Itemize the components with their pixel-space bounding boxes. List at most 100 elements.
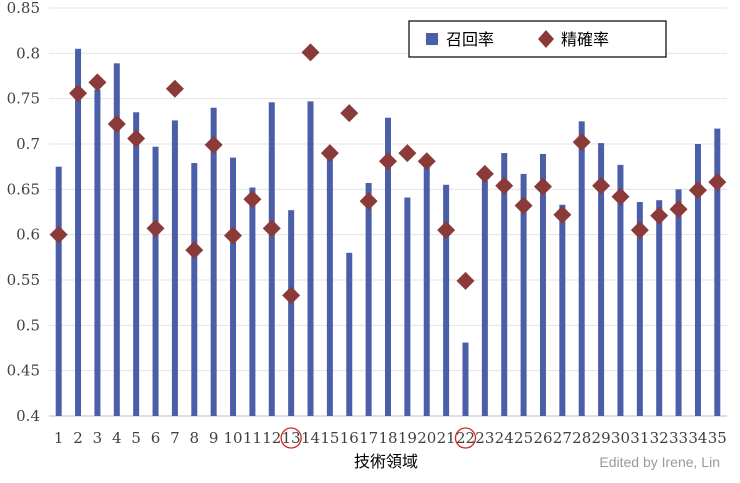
x-tick-label: 24 (495, 429, 514, 447)
legend: 召回率 精確率 (408, 20, 667, 58)
credit-text: Edited by Irene, Lin (599, 454, 720, 470)
recall-bar (481, 180, 488, 416)
y-tick-label: 0.75 (7, 90, 40, 108)
precision-marker (88, 73, 107, 92)
precision-marker (204, 135, 223, 154)
precision-marker (533, 177, 552, 196)
x-tick-label: 4 (112, 429, 122, 447)
recall-bar (462, 342, 469, 416)
precision-marker (708, 173, 727, 192)
recall-bar (55, 166, 62, 416)
x-tick-label: 10 (223, 429, 242, 447)
legend-recall-swatch (426, 33, 438, 45)
recall-bar (714, 128, 721, 416)
precision-marker (437, 221, 456, 240)
recall-bar (694, 144, 701, 416)
legend-precision-label: 精確率 (561, 30, 609, 49)
recall-bar (210, 107, 217, 416)
x-tick-label: 30 (611, 429, 630, 447)
y-tick-label: 0.85 (7, 0, 40, 17)
precision-marker (185, 241, 204, 260)
precision-marker (107, 115, 126, 134)
precision-marker (49, 225, 68, 244)
x-tick-label: 1 (54, 429, 64, 447)
precision-marker (301, 43, 320, 62)
x-tick-label: 3 (93, 429, 103, 447)
precision-marker (282, 286, 301, 305)
x-axis-label: 技術領域 (354, 452, 418, 471)
x-tick-label: 28 (572, 429, 591, 447)
recall-bar (636, 202, 643, 416)
x-tick-label: 33 (669, 429, 688, 447)
x-tick-label: 23 (475, 429, 494, 447)
recall-bar (249, 187, 256, 416)
x-tick-label: 19 (398, 429, 417, 447)
x-tick-label: 31 (630, 429, 649, 447)
y-tick-label: 0.5 (16, 316, 40, 334)
legend-recall-label: 召回率 (446, 30, 494, 49)
recall-bar (520, 173, 527, 416)
precision-marker (553, 205, 572, 224)
x-tick-label: 22 (456, 429, 475, 447)
precision-marker (611, 187, 630, 206)
precision-markers (49, 43, 727, 305)
recall-bar (288, 210, 295, 416)
precision-marker (320, 144, 339, 163)
x-tick-label: 26 (533, 429, 552, 447)
x-tick-label: 5 (131, 429, 141, 447)
precision-marker (592, 176, 611, 195)
recall-bar (230, 157, 237, 416)
recall-bar (307, 101, 314, 417)
recall-bar (75, 48, 82, 417)
x-tick-labels: 1 2 3 4 5 6 7 8 9 10 11 12 13 14 15 16 17 18 19 20 21 22 23 24 2… (54, 429, 727, 447)
recall-bar (113, 63, 120, 416)
recall-bar (268, 102, 275, 416)
recall-bar (365, 182, 372, 416)
precision-marker (398, 144, 417, 163)
x-tick-label: 18 (378, 429, 397, 447)
x-tick-label: 35 (708, 429, 727, 447)
highlight-circle (454, 427, 477, 449)
recall-bar (152, 146, 159, 416)
precision-marker (417, 152, 436, 171)
recall-bar (675, 189, 682, 416)
precision-marker (243, 190, 262, 209)
precision-marker (572, 133, 591, 152)
x-tick-label: 21 (437, 429, 456, 447)
precision-marker (146, 219, 165, 238)
recall-bar (578, 121, 585, 416)
legend-precision-swatch (538, 30, 554, 48)
recall-bar (559, 204, 566, 416)
x-tick-label: 2 (73, 429, 83, 447)
precision-marker (495, 176, 514, 195)
x-tick-label: 16 (340, 429, 359, 447)
precision-marker (127, 129, 146, 148)
x-tick-label: 34 (688, 429, 707, 447)
y-tick-label: 0.6 (16, 226, 40, 244)
precision-marker (650, 206, 669, 225)
precision-marker (224, 226, 243, 245)
recall-bar (404, 197, 411, 416)
recall-bar (539, 153, 546, 416)
y-tick-label: 0.7 (16, 135, 40, 153)
x-tick-label: 14 (301, 429, 320, 447)
precision-marker (262, 219, 281, 238)
x-tick-label: 25 (514, 429, 533, 447)
recall-bar (385, 117, 391, 416)
precision-marker (669, 200, 688, 219)
precision-marker (165, 79, 184, 98)
recall-bar (346, 252, 353, 416)
precision-marker (69, 84, 88, 103)
precision-marker (379, 152, 397, 171)
x-tick-label: 17 (359, 429, 378, 447)
recall-bars (55, 48, 721, 417)
recall-bar (133, 112, 140, 417)
precision-marker (475, 164, 494, 183)
recall-bar (191, 163, 198, 416)
x-tick-label: 6 (151, 429, 161, 447)
x-tick-label: 12 (262, 429, 281, 447)
y-tick-label: 0.65 (7, 180, 40, 198)
x-tick-label: 9 (209, 429, 219, 447)
y-tick-labels: 0.4 0.45 0.5 0.55 0.6 0.65 0.7 0.75 0.8 0.85 (7, 0, 40, 425)
